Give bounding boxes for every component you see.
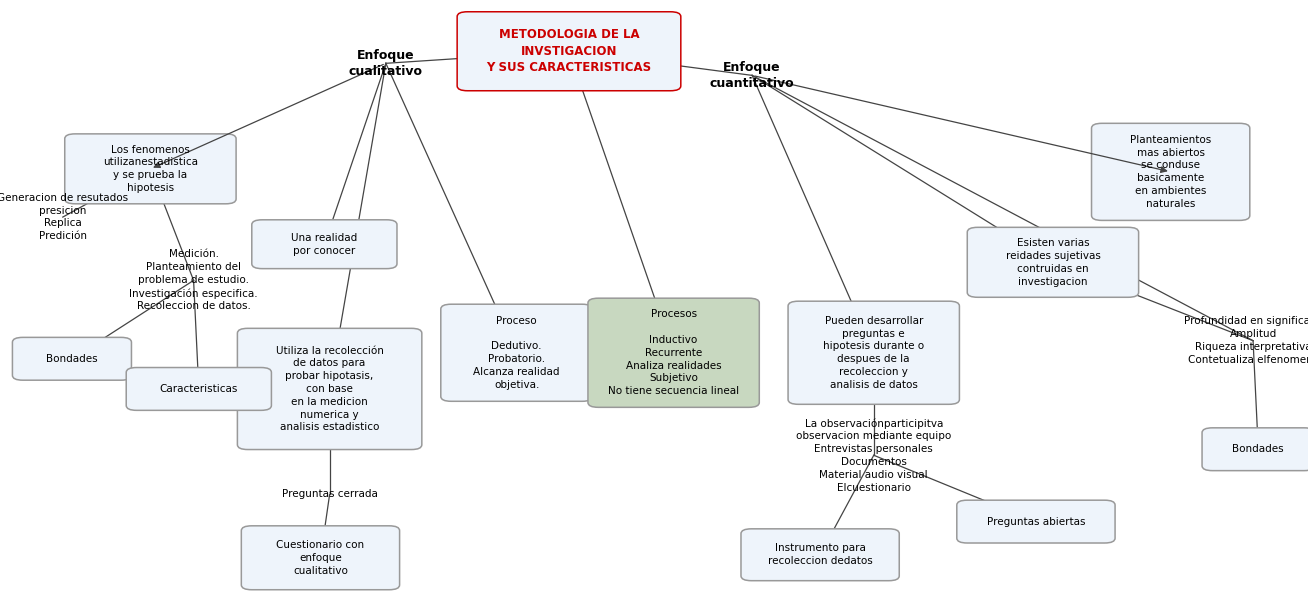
Text: Una realidad
por conocer: Una realidad por conocer: [292, 233, 357, 256]
Text: Profundidad en significado
Amplitud
Riqueza interpretativa
Contetualiza elfenome: Profundidad en significado Amplitud Riqu…: [1184, 317, 1308, 365]
Text: Enfoque
cuantitativo: Enfoque cuantitativo: [710, 61, 794, 90]
Text: Planteamientos
mas abiertos
se conduse
basicamente
en ambientes
naturales: Planteamientos mas abiertos se conduse b…: [1130, 135, 1211, 209]
Text: METODOLOGIA DE LA
INVSTIGACION
Y SUS CARACTERISTICAS: METODOLOGIA DE LA INVSTIGACION Y SUS CAR…: [487, 28, 651, 74]
Text: Preguntas abiertas: Preguntas abiertas: [986, 517, 1086, 526]
Text: Bondades: Bondades: [1232, 444, 1284, 454]
FancyBboxPatch shape: [589, 298, 759, 408]
FancyBboxPatch shape: [65, 134, 235, 204]
Text: Bondades: Bondades: [46, 354, 98, 364]
FancyBboxPatch shape: [968, 227, 1138, 297]
FancyBboxPatch shape: [787, 302, 960, 405]
FancyBboxPatch shape: [1202, 428, 1308, 470]
Text: Procesos

Inductivo
Recurrente
Analiza realidades
Subjetivo
No tiene secuencia l: Procesos Inductivo Recurrente Analiza re…: [608, 309, 739, 396]
FancyBboxPatch shape: [241, 526, 400, 590]
Text: Esisten varias
reidades sujetivas
contruidas en
investigacion: Esisten varias reidades sujetivas contru…: [1006, 238, 1100, 286]
Text: Preguntas cerrada: Preguntas cerrada: [281, 490, 378, 499]
Text: Instrumento para
recoleccion dedatos: Instrumento para recoleccion dedatos: [768, 543, 872, 566]
Text: Los fenomenos
utilizanestadistica
y se prueba la
hipotesis: Los fenomenos utilizanestadistica y se p…: [103, 145, 198, 193]
Text: Utiliza la recolección
de datos para
probar hipotasis,
con base
en la medicion
n: Utiliza la recolección de datos para pro…: [276, 346, 383, 432]
FancyBboxPatch shape: [238, 328, 421, 450]
Text: Generacion de resutados
presicion
Replica
Predición: Generacion de resutados presicion Replic…: [0, 193, 128, 241]
FancyBboxPatch shape: [458, 12, 680, 90]
FancyBboxPatch shape: [1091, 124, 1250, 220]
FancyBboxPatch shape: [251, 220, 398, 269]
FancyBboxPatch shape: [441, 304, 593, 402]
Text: Proceso

Dedutivo.
Probatorio.
Alcanza realidad
objetiva.: Proceso Dedutivo. Probatorio. Alcanza re…: [473, 316, 560, 390]
Text: Caracteristicas: Caracteristicas: [160, 384, 238, 394]
FancyBboxPatch shape: [740, 529, 900, 581]
FancyBboxPatch shape: [957, 500, 1114, 543]
FancyBboxPatch shape: [13, 337, 131, 380]
Text: Pueden desarrollar
preguntas e
hipotesis durante o
despues de la
recoleccion y
a: Pueden desarrollar preguntas e hipotesis…: [823, 316, 925, 390]
Text: Medición.
Planteamiento del
problema de estudio.
Investigación especifica.
Recol: Medición. Planteamiento del problema de …: [129, 250, 258, 311]
Text: La observaciónparticipitva
observacion mediante equipo
Entrevistas personales
Do: La observaciónparticipitva observacion m…: [797, 418, 951, 493]
Text: Enfoque
cualitativo: Enfoque cualitativo: [349, 49, 422, 78]
FancyBboxPatch shape: [126, 368, 272, 411]
Text: Cuestionario con
enfoque
cualitativo: Cuestionario con enfoque cualitativo: [276, 540, 365, 576]
